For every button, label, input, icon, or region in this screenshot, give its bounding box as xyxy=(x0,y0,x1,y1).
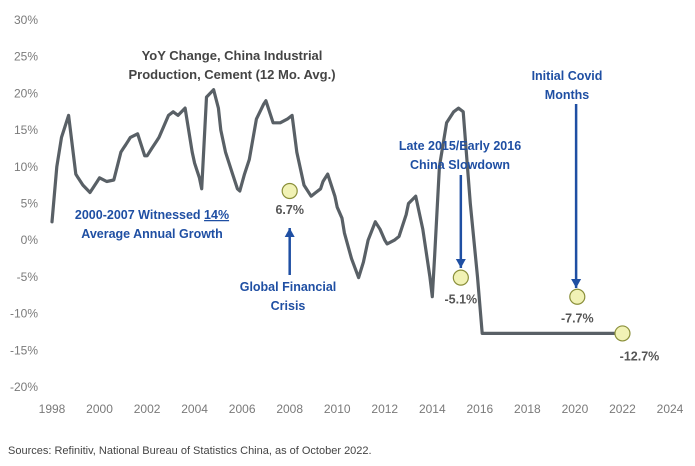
highlight-value-label: -12.7% xyxy=(620,349,660,363)
y-tick-label: -20% xyxy=(10,380,38,394)
x-tick-label: 2018 xyxy=(514,402,541,416)
value-labels: 6.7% -5.1% -7.7% -12.7% xyxy=(275,203,659,363)
series-line xyxy=(50,88,627,335)
annotation-arrow-head xyxy=(284,228,295,237)
highlight-value-label: -7.7% xyxy=(561,312,594,326)
highlight-marker xyxy=(614,325,631,342)
avg-growth-text: 2000-2007 Witnessed xyxy=(75,208,204,222)
x-tick-label: 2012 xyxy=(371,402,398,416)
x-tick-label: 2024 xyxy=(657,402,684,416)
slowdown-annotation-line-1: Late 2015/Early 2016 xyxy=(399,139,521,153)
covid-annotation-line-1: Initial Covid xyxy=(532,69,603,83)
y-tick-label: 5% xyxy=(21,197,39,211)
avg-growth-annotation-line-2: Average Annual Growth xyxy=(81,227,222,241)
x-axis-ticks: 1998 2000 2002 2004 2006 2008 2010 2012 2014 2016… xyxy=(39,402,684,416)
source-note: Sources: Refinitiv, National Bureau of S… xyxy=(8,445,372,457)
y-tick-label: 10% xyxy=(14,160,38,174)
y-tick-label: 0% xyxy=(21,233,39,247)
annotation-arrow-head xyxy=(455,259,466,268)
y-tick-label: -15% xyxy=(10,343,38,357)
highlight-marker xyxy=(281,182,298,200)
slowdown-annotation-line-2: China Slowdown xyxy=(410,158,510,172)
x-tick-label: 2010 xyxy=(324,402,351,416)
x-tick-label: 2014 xyxy=(419,402,446,416)
y-tick-label: -10% xyxy=(10,307,38,321)
highlight-value-label: 6.7% xyxy=(275,203,304,217)
y-tick-label: -5% xyxy=(17,270,39,284)
chart-title-line-2: Production, Cement (12 Mo. Avg.) xyxy=(128,67,335,82)
highlight-value-label: -5.1% xyxy=(445,293,478,307)
x-tick-label: 2004 xyxy=(181,402,208,416)
chart-title-line-1: YoY Change, China Industrial xyxy=(142,48,323,63)
x-tick-label: 2016 xyxy=(466,402,493,416)
avg-growth-annotation-line-1: 2000-2007 Witnessed 14% xyxy=(75,208,229,222)
x-tick-label: 2000 xyxy=(86,402,113,416)
highlight-marker xyxy=(452,269,469,286)
avg-growth-percent: 14% xyxy=(204,208,229,222)
gfc-annotation-line-1: Global Financial xyxy=(240,280,337,294)
annotation-arrow-head xyxy=(571,279,582,288)
gfc-annotation-line-2: Crisis xyxy=(271,299,306,313)
x-tick-label: 2008 xyxy=(276,402,303,416)
cement-chart: 30% 25% 20% 15% 10% 5% 0% -5% -10% -15% -20% 1998 2… xyxy=(10,13,684,416)
covid-annotation-line-2: Months xyxy=(545,88,589,102)
highlight-marker xyxy=(569,288,586,305)
y-tick-label: 15% xyxy=(14,123,38,137)
y-tick-label: 30% xyxy=(14,13,38,27)
series-lines xyxy=(50,88,627,335)
x-tick-label: 1998 xyxy=(39,402,66,416)
x-tick-label: 2006 xyxy=(229,402,256,416)
y-tick-label: 25% xyxy=(14,50,38,64)
x-tick-label: 2002 xyxy=(134,402,161,416)
y-tick-label: 20% xyxy=(14,86,38,100)
highlight-markers xyxy=(281,182,631,342)
x-tick-label: 2022 xyxy=(609,402,636,416)
y-axis-ticks: 30% 25% 20% 15% 10% 5% 0% -5% -10% -15% -20% xyxy=(10,13,38,394)
x-tick-label: 2020 xyxy=(562,402,589,416)
annotation-arrows xyxy=(284,104,582,288)
